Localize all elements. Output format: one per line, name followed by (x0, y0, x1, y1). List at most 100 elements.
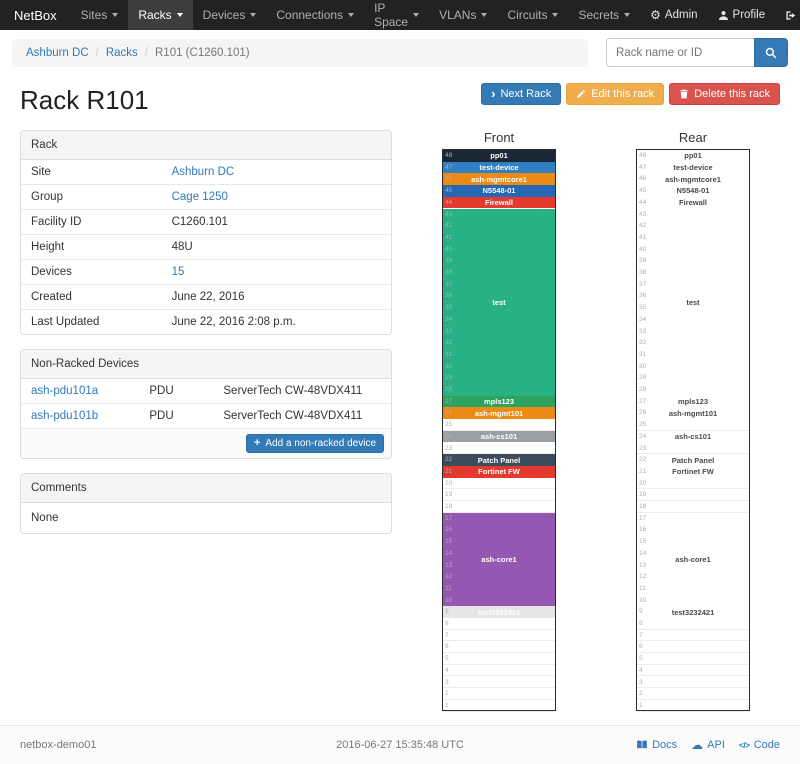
rack-device-ash-cs101-rear[interactable]: ash-cs101 (637, 430, 749, 443)
rack-device-patch-panel-rear[interactable]: Patch Panel (637, 454, 749, 466)
rack-device-fortinet-fw-front[interactable]: Fortinet FW (443, 465, 555, 478)
footer-link-api[interactable]: ☁ API (691, 739, 725, 751)
rack-device-ash-core1-front[interactable]: ash-core1 (443, 512, 555, 607)
rack-info-row-group: Group Cage 1250 (21, 184, 391, 210)
add-non-racked-device-label: Add a non-racked device (265, 438, 376, 449)
rack-info-label: Last Updated (21, 309, 162, 334)
front-rack-diagram: pp01 test-device ash-mgmtcore1 N5548-01 Fire… (442, 149, 556, 712)
non-racked-device-name[interactable]: ash-pdu101a (31, 385, 99, 397)
rack-unit-8: 8 (443, 618, 555, 630)
rack-device-ash-mgmt101-rear[interactable]: ash-mgmt101 (637, 407, 749, 420)
rack-device-ash-mgmt101-front[interactable]: ash-mgmt101 (443, 407, 555, 420)
rack-device-firewall-front[interactable]: Firewall (443, 196, 555, 209)
nav-profile[interactable]: Profile (708, 0, 776, 30)
nav-item-devices[interactable]: Devices (193, 0, 267, 30)
non-racked-devices-panel: Non-Racked Devices ash-pdu101a PDU ServerT… (20, 349, 392, 459)
breadcrumb-item-racks[interactable]: Racks (105, 46, 138, 59)
rear-elevation-title: Rear (678, 130, 708, 145)
rack-device-ash-cs101-front[interactable]: ash-cs101 (443, 430, 555, 443)
nav-item-label: IP Space (374, 1, 409, 29)
rack-device-test3232421-rear[interactable]: test3232421 (637, 606, 749, 618)
rack-device-n5548-01-front[interactable]: N5548-01 (443, 185, 555, 197)
unit-number: 6 (639, 643, 643, 651)
rack-device-test-front[interactable]: test (443, 208, 555, 396)
rack-unit-20: 20 (637, 478, 749, 490)
rack-device-ash-core1-rear[interactable]: ash-core1 (637, 512, 749, 607)
rack-unit-2: 2 (637, 688, 749, 700)
rack-device-ash-mgmtcore1-front[interactable]: ash-mgmtcore1 (443, 173, 555, 186)
non-racked-device-name[interactable]: ash-pdu101b (31, 410, 99, 422)
rack-info-label: Group (21, 184, 162, 210)
rack-device-n5548-01-rear[interactable]: N5548-01 (637, 185, 749, 197)
breadcrumb-item-ashburn-dc[interactable]: Ashburn DC (26, 46, 89, 59)
nav-item-label: Racks (138, 8, 172, 22)
nav-log-out[interactable]: Log out (775, 0, 800, 30)
front-elevation: Front pp01 test-device ash-mgmtcore1 N5548-… (442, 130, 556, 712)
footer-link-label: Code (753, 739, 780, 751)
brand[interactable]: NetBox (14, 7, 57, 23)
rack-unit-3: 3 (443, 677, 555, 689)
non-racked-panel-title: Non-Racked Devices (21, 350, 391, 379)
rack-info-row-height: Height 48U (21, 234, 391, 260)
rack-device-pp01-front[interactable]: pp01 (443, 150, 555, 162)
rack-device-patch-panel-front[interactable]: Patch Panel (443, 454, 555, 466)
nav-item-racks[interactable]: Racks (128, 0, 193, 30)
caret-down-icon (624, 13, 631, 17)
add-non-racked-device-button[interactable]: + Add a non-racked device (245, 434, 384, 453)
nav-item-ip-space[interactable]: IP Space (364, 0, 429, 30)
unit-number: 5 (639, 655, 643, 663)
rack-info-label: Created (21, 284, 162, 310)
nav-item-connections[interactable]: Connections (266, 0, 364, 30)
pencil-icon (576, 89, 586, 99)
rack-unit-5: 5 (443, 653, 555, 665)
rack-device-fortinet-fw-rear[interactable]: Fortinet FW (637, 465, 749, 478)
rack-device-mpls123-rear[interactable]: mpls123 (637, 395, 749, 408)
rack-info-value-link[interactable]: 15 (171, 266, 185, 278)
caret-down-icon (176, 13, 183, 17)
nav-item-label: Admin (664, 9, 698, 21)
rack-unit-18: 18 (637, 501, 749, 513)
edit-this-rack-button[interactable]: Edit this rack (566, 83, 665, 105)
top-navbar: NetBox Sites Racks Devices Connections IP Sp… (0, 0, 800, 30)
cloud-icon: ☁ (691, 738, 704, 752)
caret-down-icon (552, 13, 559, 17)
nav-admin[interactable]: ⚙ Admin (640, 0, 707, 30)
rack-unit-23: 23 (637, 443, 749, 455)
rack-unit-5: 5 (637, 653, 749, 665)
nav-item-label: VLANs (439, 8, 477, 22)
rear-elevation: Rear pp01 test-device ash-mgmtcore1 N5548-0… (636, 130, 750, 712)
search-button[interactable] (754, 38, 788, 67)
rack-device-ash-mgmtcore1-rear[interactable]: ash-mgmtcore1 (637, 173, 749, 186)
page-footer: netbox-demo01 2016-06-27 15:35:48 UTC Do… (0, 725, 800, 764)
comments-panel: Comments None (20, 473, 392, 534)
nav-item-vlans[interactable]: VLANs (429, 0, 497, 30)
rack-device-pp01-rear[interactable]: pp01 (637, 150, 749, 162)
footer-link-docs[interactable]: Docs (636, 739, 677, 751)
rack-device-test-rear[interactable]: test (637, 208, 749, 396)
page-actions: › Next Rack Edit this rack Delete this rack (481, 83, 780, 105)
delete-this-rack-button[interactable]: Delete this rack (669, 83, 780, 105)
rack-device-firewall-rear[interactable]: Firewall (637, 196, 749, 209)
rack-device-test-device-front[interactable]: test-device (443, 161, 555, 174)
user-icon (718, 10, 729, 21)
rack-info-value-link[interactable]: Cage 1250 (171, 191, 228, 203)
button-label: Delete this rack (694, 88, 770, 100)
rack-unit-25: 25 (637, 419, 749, 431)
rack-device-mpls123-front[interactable]: mpls123 (443, 395, 555, 408)
rack-unit-6: 6 (443, 641, 555, 654)
rack-unit-19: 19 (637, 489, 749, 501)
footer-link-code[interactable]: </> Code (739, 739, 780, 751)
rack-device-test3232421-front[interactable]: test3232421 (443, 606, 555, 618)
rack-panel-title: Rack (21, 131, 391, 160)
non-racked-device-role: PDU (149, 385, 174, 397)
nav-item-sites[interactable]: Sites (71, 0, 129, 30)
rack-search-input[interactable] (606, 38, 754, 67)
unit-number: 8 (639, 620, 643, 627)
rack-info-value-link[interactable]: Ashburn DC (171, 166, 235, 178)
nav-item-secrets[interactable]: Secrets (568, 0, 640, 30)
left-column: Rack Site Ashburn DC Group Cage 1250 Facilit… (20, 130, 392, 711)
nav-item-circuits[interactable]: Circuits (497, 0, 568, 30)
rack-device-test-device-rear[interactable]: test-device (637, 161, 749, 174)
next-rack-button[interactable]: › Next Rack (481, 83, 562, 105)
button-label: Edit this rack (591, 88, 655, 100)
